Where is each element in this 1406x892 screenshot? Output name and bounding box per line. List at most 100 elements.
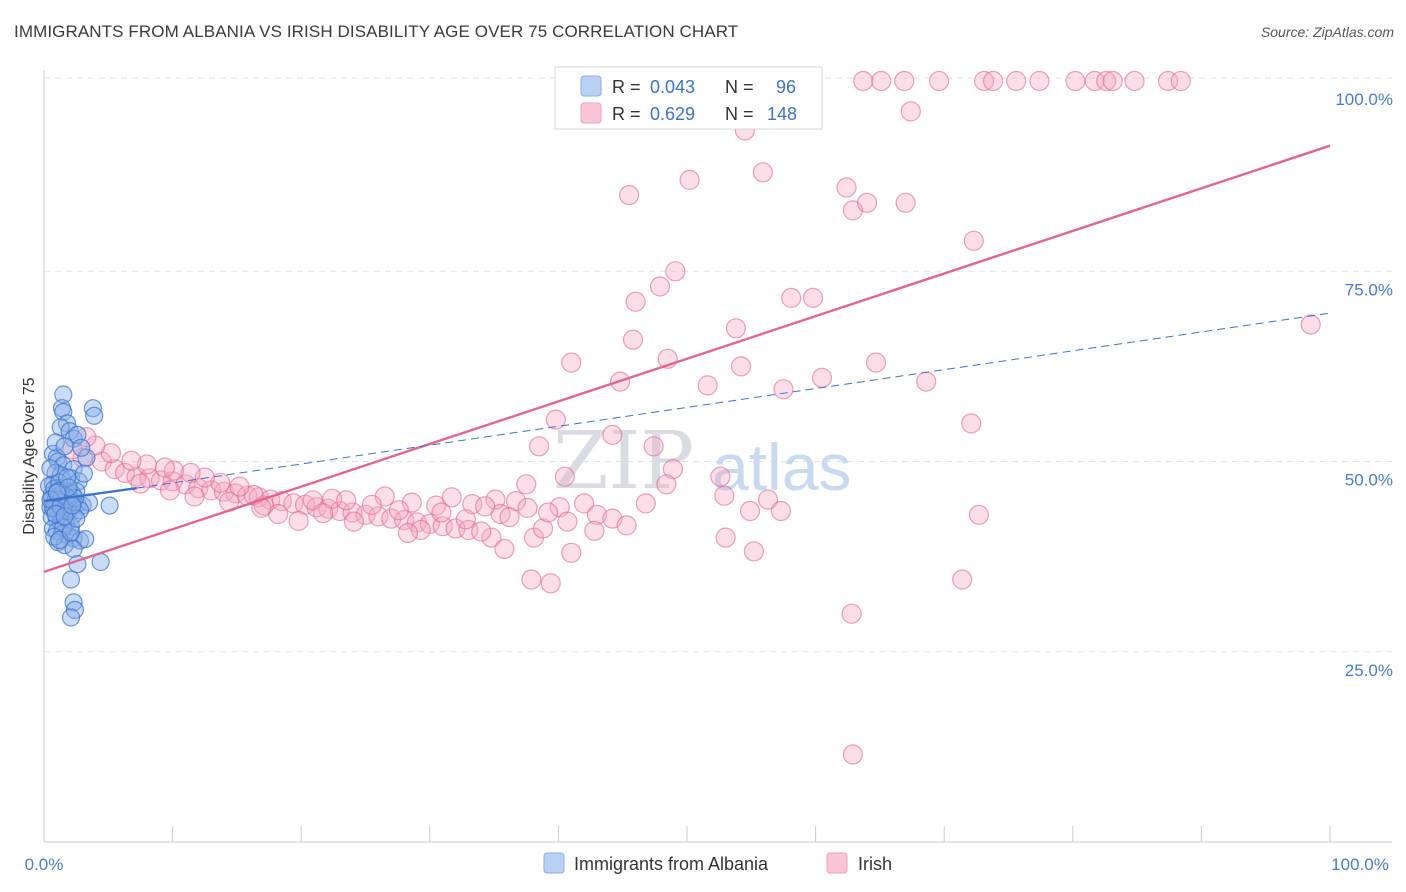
stats-legend: R = 0.043 N = 96 R = 0.629 N = 148 — [554, 66, 823, 130]
irish-point — [499, 506, 520, 528]
legend-n-value-blue: 96 — [776, 77, 796, 97]
source-label: Source: ZipAtlas.com — [1260, 24, 1394, 40]
irish-point — [649, 276, 671, 297]
irish-point — [871, 70, 892, 92]
irish-point — [1096, 70, 1117, 92]
legend-r-value-pink: 0.629 — [650, 104, 695, 124]
irish-point — [1124, 70, 1145, 92]
irish-point — [1102, 70, 1123, 92]
x-tick-marks — [43, 826, 1331, 842]
series-legend: Immigrants from Albania Irish — [543, 852, 892, 874]
irish-point — [584, 520, 605, 541]
irish-point — [952, 569, 973, 590]
albania-point — [45, 527, 64, 546]
y-tick-labels: 25.0% 50.0% 75.0% 100.0% — [1335, 90, 1393, 680]
albania-trend-line — [43, 486, 137, 503]
albania-point — [61, 523, 81, 542]
albania-points — [39, 385, 119, 627]
irish-point — [710, 466, 731, 487]
y-tick-label-50: 50.0% — [1345, 471, 1393, 490]
irish-point — [963, 230, 984, 251]
albania-point — [72, 438, 91, 457]
legend-swatch-pink — [580, 102, 602, 124]
irish-points — [62, 68, 1321, 765]
irish-point — [622, 329, 644, 350]
irish-point — [329, 500, 350, 522]
irish-point — [725, 318, 747, 339]
irish-point — [394, 509, 415, 531]
irish-point — [916, 371, 937, 392]
legend-n-label-pink: N = — [725, 104, 754, 124]
irish-point — [811, 367, 833, 388]
albania-point — [59, 478, 78, 497]
irish-point — [865, 352, 887, 373]
irish-point — [968, 504, 990, 525]
irish-point — [381, 508, 402, 529]
irish-point — [752, 162, 774, 183]
irish-point — [743, 541, 765, 562]
irish-point — [554, 466, 575, 487]
watermark: ZIP atlas — [553, 414, 851, 507]
albania-point — [85, 406, 104, 425]
irish-point — [841, 603, 862, 624]
albania-point — [74, 464, 94, 483]
irish-point — [781, 287, 802, 308]
irish-point — [114, 462, 136, 483]
irish-point — [1170, 70, 1191, 92]
irish-point — [894, 70, 915, 92]
irish-point — [573, 493, 595, 514]
irish-point — [730, 356, 752, 377]
irish-point — [739, 500, 761, 522]
albania-point — [41, 459, 60, 478]
irish-point — [982, 70, 1004, 92]
irish-point — [900, 101, 921, 122]
irish-point — [528, 436, 550, 457]
irish-point — [665, 261, 686, 282]
irish-point — [625, 291, 646, 312]
watermark-atlas: atlas — [712, 430, 851, 504]
irish-point — [210, 472, 231, 493]
irish-point — [336, 490, 357, 511]
albania-point — [100, 496, 119, 515]
albania-point — [46, 433, 65, 452]
irish-point — [516, 474, 537, 495]
albania-trend-line-extended — [136, 312, 1331, 489]
irish-point — [431, 502, 452, 523]
irish-point — [853, 70, 874, 92]
irish-point — [130, 473, 151, 494]
irish-point — [586, 504, 608, 525]
irish-point — [802, 287, 824, 308]
irish-point — [288, 510, 309, 532]
irish-point — [521, 569, 542, 590]
irish-point — [455, 509, 476, 530]
irish-point — [121, 450, 142, 471]
irish-point — [462, 494, 483, 515]
y-axis-label: Disability Age Over 75 — [21, 377, 38, 535]
irish-point — [481, 527, 502, 548]
irish-point — [1065, 70, 1086, 92]
irish-point — [532, 518, 554, 539]
series-legend-swatch-albania — [543, 852, 565, 874]
irish-point — [343, 511, 364, 532]
irish-point — [643, 436, 664, 457]
albania-point — [63, 496, 82, 515]
irish-point — [618, 185, 640, 206]
albania-point — [61, 570, 81, 589]
irish-point — [928, 70, 950, 92]
irish-point — [1084, 70, 1105, 92]
irish-point — [635, 493, 656, 514]
irish-point — [368, 506, 389, 527]
x-tick-label-right: 100.0% — [1331, 855, 1389, 874]
irish-point — [159, 480, 181, 501]
irish-trend-line — [43, 144, 1331, 573]
irish-point — [561, 352, 582, 373]
legend-r-label-pink: R = — [612, 104, 641, 124]
irish-point — [895, 192, 916, 213]
chart-title: IMMIGRANTS FROM ALBANIA VS IRISH DISABIL… — [14, 22, 739, 41]
y-tick-label-75: 75.0% — [1345, 280, 1393, 299]
irish-point — [770, 500, 792, 522]
irish-point — [180, 462, 201, 483]
irish-point — [697, 375, 718, 396]
x-tick-label-left: 0.0% — [25, 855, 64, 874]
